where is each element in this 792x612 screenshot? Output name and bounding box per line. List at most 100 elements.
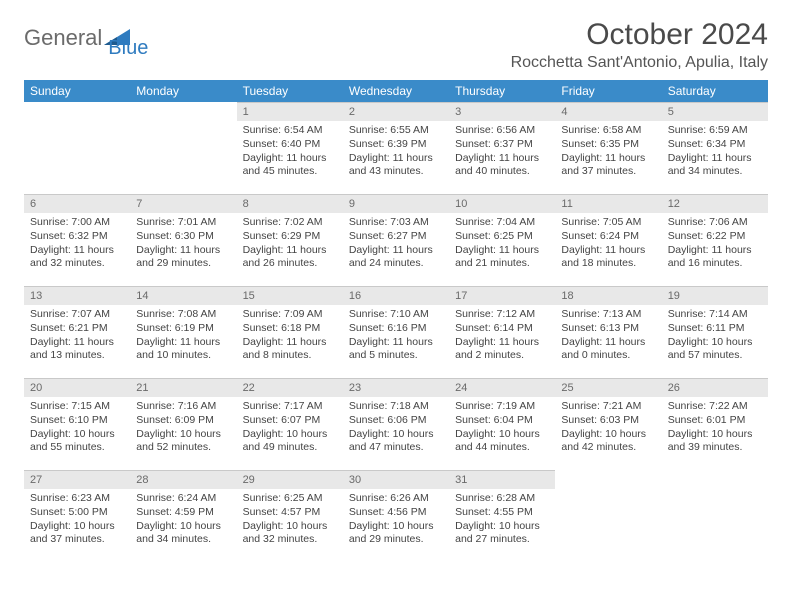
daylight-text: Daylight: 11 hours and 34 minutes. <box>668 152 762 179</box>
location: Rocchetta Sant'Antonio, Apulia, Italy <box>511 54 768 72</box>
day-number: 18 <box>555 286 661 305</box>
day-number: 20 <box>24 378 130 397</box>
calendar-week-row: 6Sunrise: 7:00 AMSunset: 6:32 PMDaylight… <box>24 194 768 286</box>
sunrise-text: Sunrise: 7:05 AM <box>561 216 655 230</box>
sunrise-text: Sunrise: 7:19 AM <box>455 400 549 414</box>
daylight-text: Daylight: 11 hours and 5 minutes. <box>349 336 443 363</box>
day-details: Sunrise: 7:15 AMSunset: 6:10 PMDaylight:… <box>24 397 130 459</box>
day-number: 22 <box>237 378 343 397</box>
sunrise-text: Sunrise: 7:01 AM <box>136 216 230 230</box>
sunrise-text: Sunrise: 6:24 AM <box>136 492 230 506</box>
day-number: 15 <box>237 286 343 305</box>
daylight-text: Daylight: 11 hours and 45 minutes. <box>243 152 337 179</box>
day-details: Sunrise: 6:58 AMSunset: 6:35 PMDaylight:… <box>555 121 661 183</box>
weekday-header: Thursday <box>449 80 555 102</box>
day-number: 29 <box>237 470 343 489</box>
sunrise-text: Sunrise: 6:54 AM <box>243 124 337 138</box>
sunrise-text: Sunrise: 7:17 AM <box>243 400 337 414</box>
sunrise-text: Sunrise: 7:10 AM <box>349 308 443 322</box>
sunset-text: Sunset: 5:00 PM <box>30 506 124 520</box>
day-details: Sunrise: 6:28 AMSunset: 4:55 PMDaylight:… <box>449 489 555 551</box>
day-details: Sunrise: 7:21 AMSunset: 6:03 PMDaylight:… <box>555 397 661 459</box>
calendar-day-cell <box>662 470 768 562</box>
sunset-text: Sunset: 4:55 PM <box>455 506 549 520</box>
day-number: 13 <box>24 286 130 305</box>
day-number: 23 <box>343 378 449 397</box>
day-details: Sunrise: 6:26 AMSunset: 4:56 PMDaylight:… <box>343 489 449 551</box>
sunrise-text: Sunrise: 7:12 AM <box>455 308 549 322</box>
day-number: 31 <box>449 470 555 489</box>
sunset-text: Sunset: 6:06 PM <box>349 414 443 428</box>
daylight-text: Daylight: 10 hours and 44 minutes. <box>455 428 549 455</box>
day-details: Sunrise: 7:09 AMSunset: 6:18 PMDaylight:… <box>237 305 343 367</box>
sunrise-text: Sunrise: 6:56 AM <box>455 124 549 138</box>
day-details: Sunrise: 7:05 AMSunset: 6:24 PMDaylight:… <box>555 213 661 275</box>
day-number: 21 <box>130 378 236 397</box>
calendar-day-cell: 25Sunrise: 7:21 AMSunset: 6:03 PMDayligh… <box>555 378 661 470</box>
sunset-text: Sunset: 6:39 PM <box>349 138 443 152</box>
sunset-text: Sunset: 4:59 PM <box>136 506 230 520</box>
daylight-text: Daylight: 11 hours and 24 minutes. <box>349 244 443 271</box>
sunrise-text: Sunrise: 6:26 AM <box>349 492 443 506</box>
day-details: Sunrise: 7:01 AMSunset: 6:30 PMDaylight:… <box>130 213 236 275</box>
calendar-day-cell: 21Sunrise: 7:16 AMSunset: 6:09 PMDayligh… <box>130 378 236 470</box>
calendar-day-cell: 16Sunrise: 7:10 AMSunset: 6:16 PMDayligh… <box>343 286 449 378</box>
day-details: Sunrise: 6:23 AMSunset: 5:00 PMDaylight:… <box>24 489 130 551</box>
sunset-text: Sunset: 6:01 PM <box>668 414 762 428</box>
calendar-day-cell: 12Sunrise: 7:06 AMSunset: 6:22 PMDayligh… <box>662 194 768 286</box>
sunset-text: Sunset: 6:40 PM <box>243 138 337 152</box>
sunrise-text: Sunrise: 7:21 AM <box>561 400 655 414</box>
sunset-text: Sunset: 6:21 PM <box>30 322 124 336</box>
calendar-day-cell: 26Sunrise: 7:22 AMSunset: 6:01 PMDayligh… <box>662 378 768 470</box>
day-number: 16 <box>343 286 449 305</box>
calendar-day-cell: 23Sunrise: 7:18 AMSunset: 6:06 PMDayligh… <box>343 378 449 470</box>
calendar-day-cell: 19Sunrise: 7:14 AMSunset: 6:11 PMDayligh… <box>662 286 768 378</box>
day-details: Sunrise: 6:55 AMSunset: 6:39 PMDaylight:… <box>343 121 449 183</box>
daylight-text: Daylight: 10 hours and 52 minutes. <box>136 428 230 455</box>
daylight-text: Daylight: 11 hours and 40 minutes. <box>455 152 549 179</box>
header: General Blue October 2024 Rocchetta Sant… <box>24 18 768 72</box>
sunset-text: Sunset: 6:27 PM <box>349 230 443 244</box>
weekday-header: Tuesday <box>237 80 343 102</box>
calendar-day-cell: 1Sunrise: 6:54 AMSunset: 6:40 PMDaylight… <box>237 102 343 194</box>
calendar-day-cell: 15Sunrise: 7:09 AMSunset: 6:18 PMDayligh… <box>237 286 343 378</box>
calendar-day-cell: 8Sunrise: 7:02 AMSunset: 6:29 PMDaylight… <box>237 194 343 286</box>
daylight-text: Daylight: 10 hours and 27 minutes. <box>455 520 549 547</box>
day-details: Sunrise: 7:04 AMSunset: 6:25 PMDaylight:… <box>449 213 555 275</box>
day-details: Sunrise: 7:16 AMSunset: 6:09 PMDaylight:… <box>130 397 236 459</box>
calendar-table: Sunday Monday Tuesday Wednesday Thursday… <box>24 80 768 562</box>
weekday-header: Wednesday <box>343 80 449 102</box>
daylight-text: Daylight: 11 hours and 8 minutes. <box>243 336 337 363</box>
day-details: Sunrise: 7:10 AMSunset: 6:16 PMDaylight:… <box>343 305 449 367</box>
weekday-header: Monday <box>130 80 236 102</box>
daylight-text: Daylight: 11 hours and 29 minutes. <box>136 244 230 271</box>
calendar-day-cell: 27Sunrise: 6:23 AMSunset: 5:00 PMDayligh… <box>24 470 130 562</box>
sunrise-text: Sunrise: 7:07 AM <box>30 308 124 322</box>
daylight-text: Daylight: 10 hours and 34 minutes. <box>136 520 230 547</box>
calendar-day-cell: 22Sunrise: 7:17 AMSunset: 6:07 PMDayligh… <box>237 378 343 470</box>
daylight-text: Daylight: 11 hours and 37 minutes. <box>561 152 655 179</box>
calendar-day-cell: 28Sunrise: 6:24 AMSunset: 4:59 PMDayligh… <box>130 470 236 562</box>
sunset-text: Sunset: 6:25 PM <box>455 230 549 244</box>
day-details: Sunrise: 7:06 AMSunset: 6:22 PMDaylight:… <box>662 213 768 275</box>
day-details: Sunrise: 7:17 AMSunset: 6:07 PMDaylight:… <box>237 397 343 459</box>
sunset-text: Sunset: 6:07 PM <box>243 414 337 428</box>
day-number: 11 <box>555 194 661 213</box>
sunset-text: Sunset: 6:13 PM <box>561 322 655 336</box>
sunset-text: Sunset: 6:09 PM <box>136 414 230 428</box>
day-details: Sunrise: 6:25 AMSunset: 4:57 PMDaylight:… <box>237 489 343 551</box>
calendar-day-cell: 5Sunrise: 6:59 AMSunset: 6:34 PMDaylight… <box>662 102 768 194</box>
day-number: 7 <box>130 194 236 213</box>
sunset-text: Sunset: 4:57 PM <box>243 506 337 520</box>
sunset-text: Sunset: 6:11 PM <box>668 322 762 336</box>
day-number: 2 <box>343 102 449 121</box>
daylight-text: Daylight: 10 hours and 37 minutes. <box>30 520 124 547</box>
day-details: Sunrise: 6:54 AMSunset: 6:40 PMDaylight:… <box>237 121 343 183</box>
day-number: 27 <box>24 470 130 489</box>
day-details: Sunrise: 6:59 AMSunset: 6:34 PMDaylight:… <box>662 121 768 183</box>
day-details: Sunrise: 7:18 AMSunset: 6:06 PMDaylight:… <box>343 397 449 459</box>
day-number: 19 <box>662 286 768 305</box>
day-details: Sunrise: 6:24 AMSunset: 4:59 PMDaylight:… <box>130 489 236 551</box>
sunset-text: Sunset: 6:16 PM <box>349 322 443 336</box>
sunset-text: Sunset: 6:10 PM <box>30 414 124 428</box>
